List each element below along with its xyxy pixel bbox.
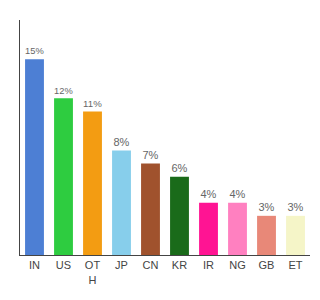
svg-text:7%: 7%	[142, 149, 158, 161]
svg-text:4%: 4%	[200, 188, 216, 200]
svg-text:6%: 6%	[171, 162, 187, 174]
svg-text:3%: 3%	[287, 201, 303, 213]
svg-text:CN: CN	[143, 259, 159, 271]
svg-text:11%: 11%	[83, 98, 102, 109]
svg-text:ET: ET	[288, 259, 302, 271]
svg-text:3%: 3%	[258, 201, 274, 213]
svg-text:OTH: OTH	[85, 259, 101, 285]
svg-text:US: US	[56, 259, 71, 271]
svg-text:GB: GB	[259, 259, 275, 271]
svg-text:KR: KR	[172, 259, 187, 271]
svg-text:IN: IN	[29, 259, 40, 271]
svg-text:JP: JP	[115, 259, 128, 271]
svg-text:NG: NG	[229, 259, 246, 271]
svg-text:12%: 12%	[54, 86, 73, 96]
svg-text:4%: 4%	[229, 188, 245, 200]
svg-text:15%: 15%	[25, 46, 44, 56]
svg-text:8%: 8%	[113, 136, 129, 148]
svg-text:IR: IR	[203, 259, 214, 271]
